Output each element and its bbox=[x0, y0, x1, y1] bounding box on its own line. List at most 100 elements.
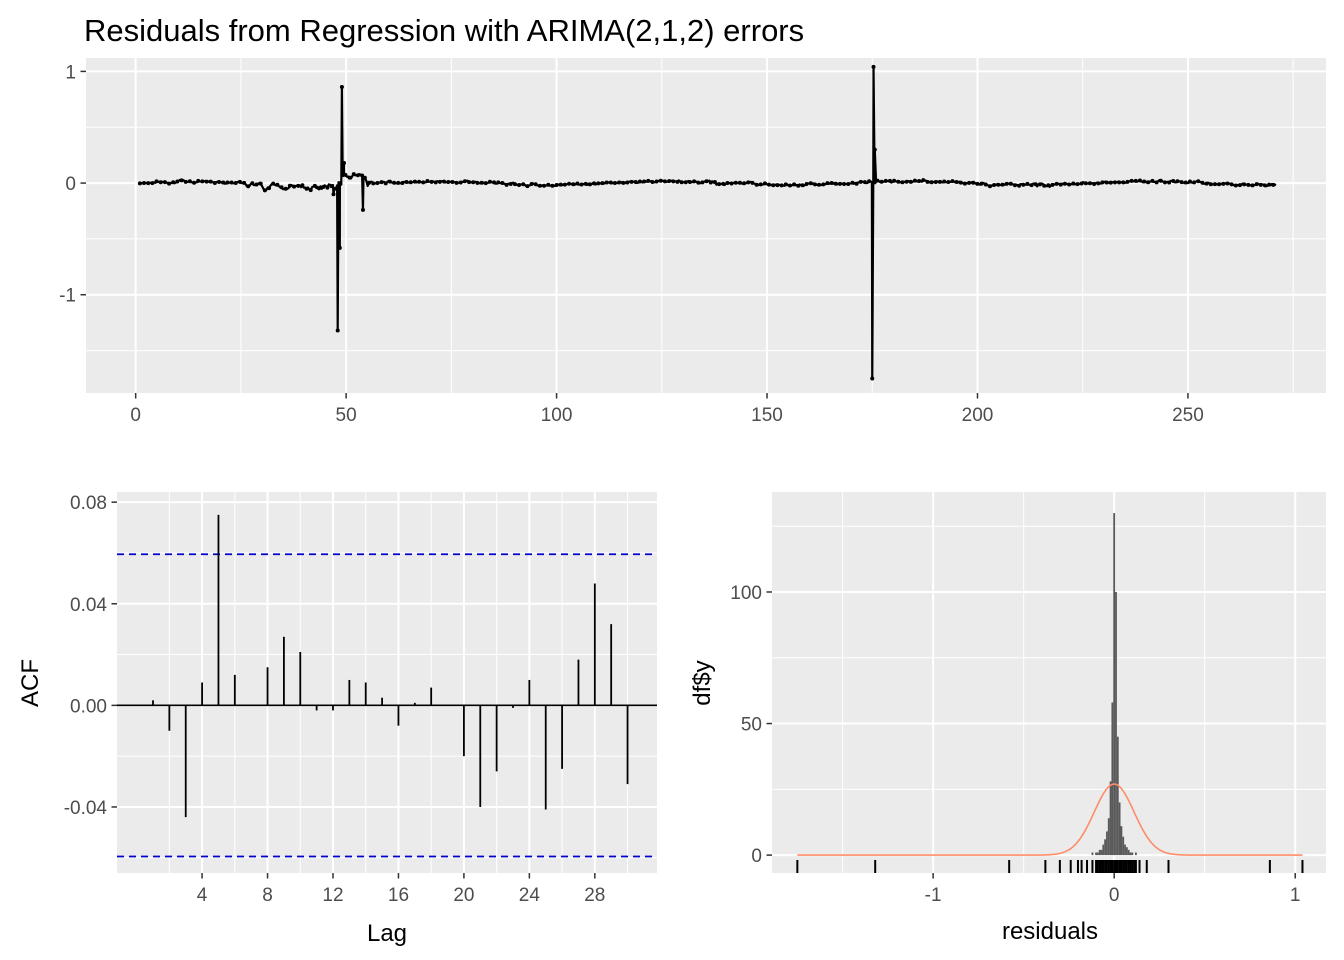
residual-point bbox=[654, 179, 659, 184]
residual-point bbox=[1025, 181, 1030, 186]
residual-point bbox=[250, 181, 255, 186]
histogram-bars bbox=[796, 513, 1304, 873]
residual-point bbox=[746, 180, 751, 185]
residual-point bbox=[787, 183, 792, 188]
residual-point bbox=[179, 178, 184, 183]
x-tick-label: 12 bbox=[322, 885, 343, 906]
residual-point bbox=[579, 182, 584, 187]
residual-point bbox=[1154, 180, 1159, 185]
residual-point bbox=[233, 180, 238, 185]
residual-point bbox=[360, 173, 365, 178]
residual-point bbox=[360, 207, 365, 212]
residual-histogram-panel: -1 0 1 0 50 100 residuals df$y bbox=[689, 492, 1326, 945]
residual-point bbox=[867, 179, 872, 184]
residual-point bbox=[150, 181, 155, 186]
residual-point bbox=[267, 186, 272, 191]
residual-point bbox=[933, 179, 938, 184]
residual-point bbox=[908, 179, 913, 184]
residual-point bbox=[1029, 183, 1034, 188]
residual-point bbox=[708, 180, 713, 185]
residual-point bbox=[1192, 180, 1197, 185]
residual-point bbox=[1012, 183, 1017, 188]
residual-point bbox=[871, 64, 876, 69]
residual-point bbox=[1033, 182, 1038, 187]
residual-panel-ticks: 0 50 100 150 200 250 -1 0 1 bbox=[59, 62, 1204, 426]
residual-point bbox=[675, 179, 680, 184]
x-tick-label: 16 bbox=[388, 885, 409, 906]
residual-point bbox=[331, 192, 336, 197]
histogram-y-axis-title: df$y bbox=[689, 660, 716, 705]
residual-point bbox=[721, 181, 726, 186]
y-tick-label: -0.04 bbox=[64, 798, 108, 819]
residual-point bbox=[1271, 182, 1276, 187]
residual-point bbox=[483, 181, 488, 186]
residual-point bbox=[658, 178, 663, 183]
residual-point bbox=[1200, 180, 1205, 185]
residual-point bbox=[1217, 182, 1222, 187]
residual-point bbox=[312, 183, 317, 188]
residual-point bbox=[367, 180, 372, 185]
residual-point bbox=[296, 183, 301, 188]
y-tick-label: -1 bbox=[59, 286, 76, 307]
residual-point bbox=[621, 180, 626, 185]
x-tick-label: 150 bbox=[751, 405, 783, 426]
residual-point bbox=[371, 181, 376, 186]
residual-point bbox=[808, 181, 813, 186]
residual-point bbox=[879, 179, 884, 184]
residual-point bbox=[796, 183, 801, 188]
residual-point bbox=[287, 183, 292, 188]
residual-point bbox=[983, 182, 988, 187]
residual-point bbox=[1100, 180, 1105, 185]
residual-point bbox=[1071, 181, 1076, 186]
residual-point bbox=[429, 179, 434, 184]
residual-series bbox=[137, 64, 1277, 381]
density-curve bbox=[797, 783, 1303, 856]
residual-point bbox=[872, 147, 877, 152]
histogram-bar bbox=[1111, 702, 1114, 856]
residual-point bbox=[567, 181, 572, 186]
residual-point bbox=[450, 180, 455, 185]
residual-point bbox=[833, 181, 838, 186]
residual-point bbox=[712, 180, 717, 185]
residual-point bbox=[937, 179, 942, 184]
residual-point bbox=[508, 182, 513, 187]
residual-point bbox=[525, 184, 530, 189]
residual-point bbox=[600, 181, 605, 186]
residual-point bbox=[479, 180, 484, 185]
residual-point bbox=[521, 182, 526, 187]
residual-point bbox=[921, 178, 926, 183]
residual-point bbox=[571, 182, 576, 187]
residual-point bbox=[1125, 179, 1130, 184]
residual-point bbox=[1067, 182, 1072, 187]
residual-point bbox=[942, 179, 947, 184]
residual-point bbox=[1229, 182, 1234, 187]
residual-point bbox=[458, 180, 463, 185]
residual-point bbox=[329, 184, 334, 189]
residual-point bbox=[837, 181, 842, 186]
residual-point bbox=[325, 185, 330, 190]
histogram-bar bbox=[1124, 844, 1126, 856]
residual-point bbox=[800, 183, 805, 188]
residual-point bbox=[279, 185, 284, 190]
residual-point bbox=[683, 180, 688, 185]
histogram-bar bbox=[1115, 591, 1117, 856]
residual-point bbox=[646, 178, 651, 183]
residual-point bbox=[1175, 179, 1180, 184]
residual-point bbox=[200, 179, 205, 184]
residual-point bbox=[254, 182, 259, 187]
residual-point bbox=[1242, 182, 1247, 187]
residual-point bbox=[1142, 179, 1147, 184]
residual-point bbox=[671, 179, 676, 184]
residual-point bbox=[1000, 182, 1005, 187]
histogram-bar bbox=[1109, 781, 1112, 856]
acf-panel: 4 8 12 16 20 24 28 -0.04 0.00 0.04 0.08 Lag ACF bbox=[17, 492, 657, 947]
chart-title: Residuals from Regression with ARIMA(2,1… bbox=[84, 13, 804, 48]
residual-point bbox=[821, 182, 826, 187]
histogram-bar bbox=[1131, 852, 1134, 856]
residual-point bbox=[1004, 181, 1009, 186]
residual-point bbox=[1187, 179, 1192, 184]
x-tick-label: 0 bbox=[1109, 885, 1120, 906]
residual-point bbox=[825, 181, 830, 186]
residual-point bbox=[412, 179, 417, 184]
histogram-bar bbox=[1091, 852, 1094, 856]
